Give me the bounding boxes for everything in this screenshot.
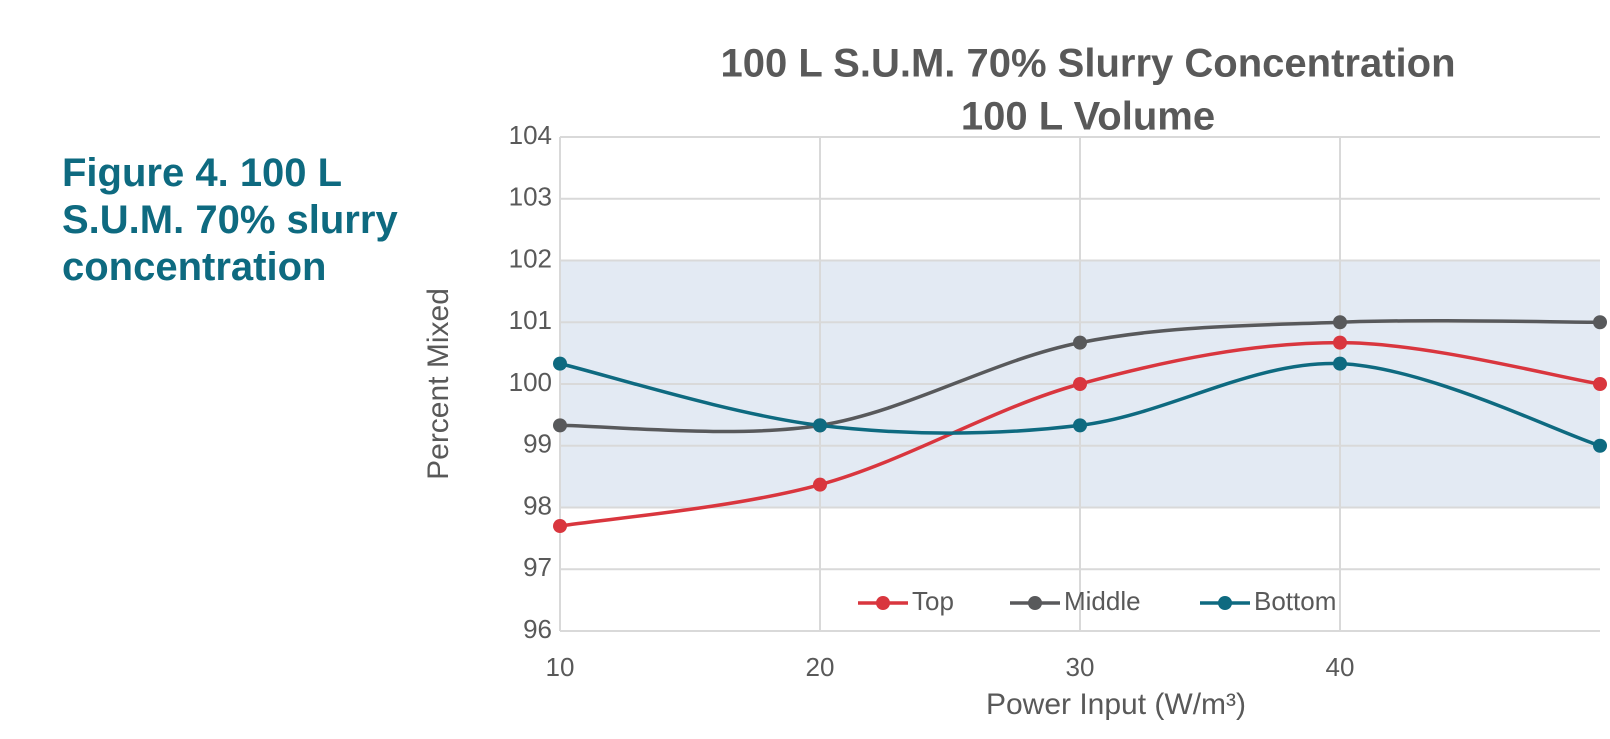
- figure-caption: Figure 4. 100 L S.U.M. 70% slurry concen…: [62, 151, 398, 289]
- data-point: [553, 356, 567, 371]
- data-point: [1593, 438, 1607, 453]
- data-point: [1333, 356, 1347, 371]
- x-tick-label: 10: [546, 652, 575, 682]
- legend-marker: [1028, 596, 1042, 610]
- x-axis-label: Power Input (W/m³): [986, 688, 1246, 721]
- chart-title: 100 L S.U.M. 70% Slurry Concentration: [720, 42, 1455, 86]
- y-tick-label: 103: [509, 182, 552, 212]
- data-point: [1333, 315, 1347, 330]
- data-point: [1073, 335, 1087, 350]
- y-tick-label: 99: [523, 429, 552, 459]
- y-tick-label: 102: [509, 243, 552, 273]
- data-point: [553, 418, 567, 433]
- data-point: [1593, 315, 1607, 330]
- legend-label: Middle: [1064, 586, 1141, 616]
- data-point: [1073, 418, 1087, 433]
- data-point: [813, 477, 827, 492]
- x-tick-label: 30: [1066, 652, 1095, 682]
- legend-marker: [1218, 596, 1232, 610]
- y-tick-label: 104: [509, 120, 552, 150]
- y-axis-label: Percent Mixed: [422, 288, 455, 480]
- data-point: [1073, 377, 1087, 391]
- x-tick-label: 20: [806, 652, 835, 682]
- y-tick-label: 98: [523, 490, 552, 520]
- y-tick-label: 101: [509, 305, 552, 335]
- legend-marker: [876, 596, 890, 610]
- legend-label: Top: [912, 586, 954, 616]
- legend-label: Bottom: [1254, 586, 1336, 616]
- x-tick-label: 40: [1326, 652, 1355, 682]
- chart-subtitle: 100 L Volume: [961, 95, 1215, 139]
- y-tick-label: 97: [523, 552, 552, 582]
- y-tick-label: 100: [509, 367, 552, 397]
- data-point: [1593, 377, 1607, 391]
- data-point: [813, 418, 827, 433]
- data-point: [1333, 335, 1347, 350]
- y-tick-label: 96: [523, 614, 552, 644]
- data-point: [553, 519, 567, 534]
